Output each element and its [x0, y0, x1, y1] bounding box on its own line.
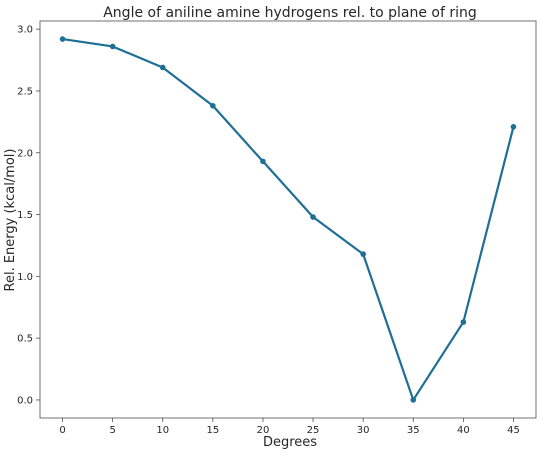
chart-title: Angle of aniline amine hydrogens rel. to… — [103, 5, 477, 21]
x-tick-label: 45 — [507, 425, 520, 436]
y-tick-label: 2.5 — [17, 86, 33, 97]
y-axis-label: Rel. Energy (kcal/mol) — [3, 149, 18, 292]
data-point — [310, 214, 316, 220]
x-axis-label: Degrees — [263, 435, 317, 450]
data-point — [109, 43, 116, 50]
x-tick-label: 25 — [307, 425, 320, 436]
data-point — [159, 64, 166, 71]
y-tick-label: 0.5 — [17, 334, 33, 345]
data-point — [510, 124, 517, 130]
x-tick-label: 20 — [257, 425, 270, 436]
y-tick-label: 0.0 — [17, 395, 33, 406]
data-point — [360, 251, 366, 257]
y-tick-label: 1.0 — [17, 272, 33, 283]
data-point — [210, 102, 216, 109]
plot-frame — [39, 20, 537, 419]
y-tick-label: 1.5 — [17, 210, 33, 221]
y-tick-label: 3.0 — [17, 25, 33, 36]
data-point — [460, 319, 467, 325]
x-tick-label: 5 — [109, 425, 115, 436]
y-tick-label: 2.0 — [17, 148, 33, 159]
x-tick-label: 30 — [357, 425, 370, 436]
x-tick-label: 35 — [407, 425, 420, 436]
series-layer — [59, 36, 517, 403]
series-line — [62, 37, 515, 402]
axis-ticks: 0 5 10 15 20 25 30 35 40 45 0.0 0.5 1.0 1.5 2.0 2.5 3.0 — [17, 25, 520, 436]
x-tick-label: 10 — [156, 425, 169, 436]
x-tick-label: 0 — [59, 425, 65, 436]
x-tick-label: 15 — [206, 425, 219, 436]
data-point — [59, 36, 66, 42]
data-point — [260, 158, 266, 165]
data-point — [410, 397, 417, 403]
x-tick-label: 40 — [457, 425, 470, 436]
